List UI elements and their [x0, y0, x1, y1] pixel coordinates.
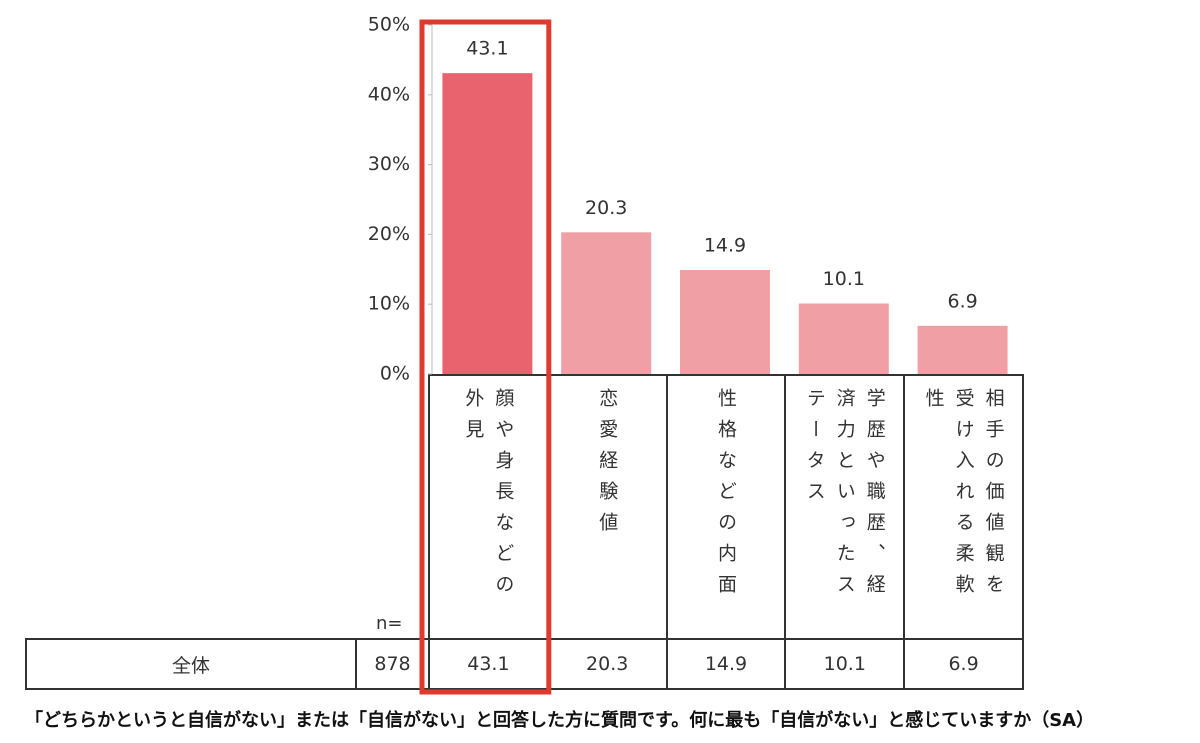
y-tick-label: 40% [368, 83, 410, 105]
table-value: 6.9 [903, 638, 1024, 690]
bar [561, 232, 652, 374]
bar [917, 325, 1008, 374]
category-label: 学歴や職歴、経済力といったステータス [803, 388, 886, 605]
highlight-frame [419, 19, 552, 695]
bar [798, 303, 889, 374]
category-label: 恋愛経験値 [596, 388, 619, 543]
data-label: 6.9 [947, 290, 977, 312]
y-tick-label: 50% [368, 14, 410, 36]
data-label: 43.1 [466, 38, 508, 60]
y-tick-label: 30% [368, 153, 410, 175]
n-label: n= [376, 613, 403, 634]
y-tick-label: 10% [368, 293, 410, 315]
category-box: 学歴や職歴、経済力といったステータス [784, 374, 906, 640]
y-tick-label: 0% [380, 363, 410, 385]
data-label: 14.9 [704, 234, 746, 256]
y-tick-label: 20% [368, 223, 410, 245]
category-label: 性格などの内面 [714, 388, 737, 605]
caption: 「どちらかというと自信がない」または「自信がない」と回答した方に質問です。何に最… [25, 710, 1095, 731]
bar [680, 269, 770, 374]
data-label: 10.1 [823, 268, 865, 290]
category-box: 相手の価値観を受け入れる柔軟性 [903, 374, 1024, 640]
category-label: 相手の価値観を受け入れる柔軟性 [922, 388, 1005, 605]
category-label: 顔や身長などの外見 [462, 388, 515, 605]
bar [442, 73, 533, 375]
data-label: 20.3 [585, 197, 627, 219]
